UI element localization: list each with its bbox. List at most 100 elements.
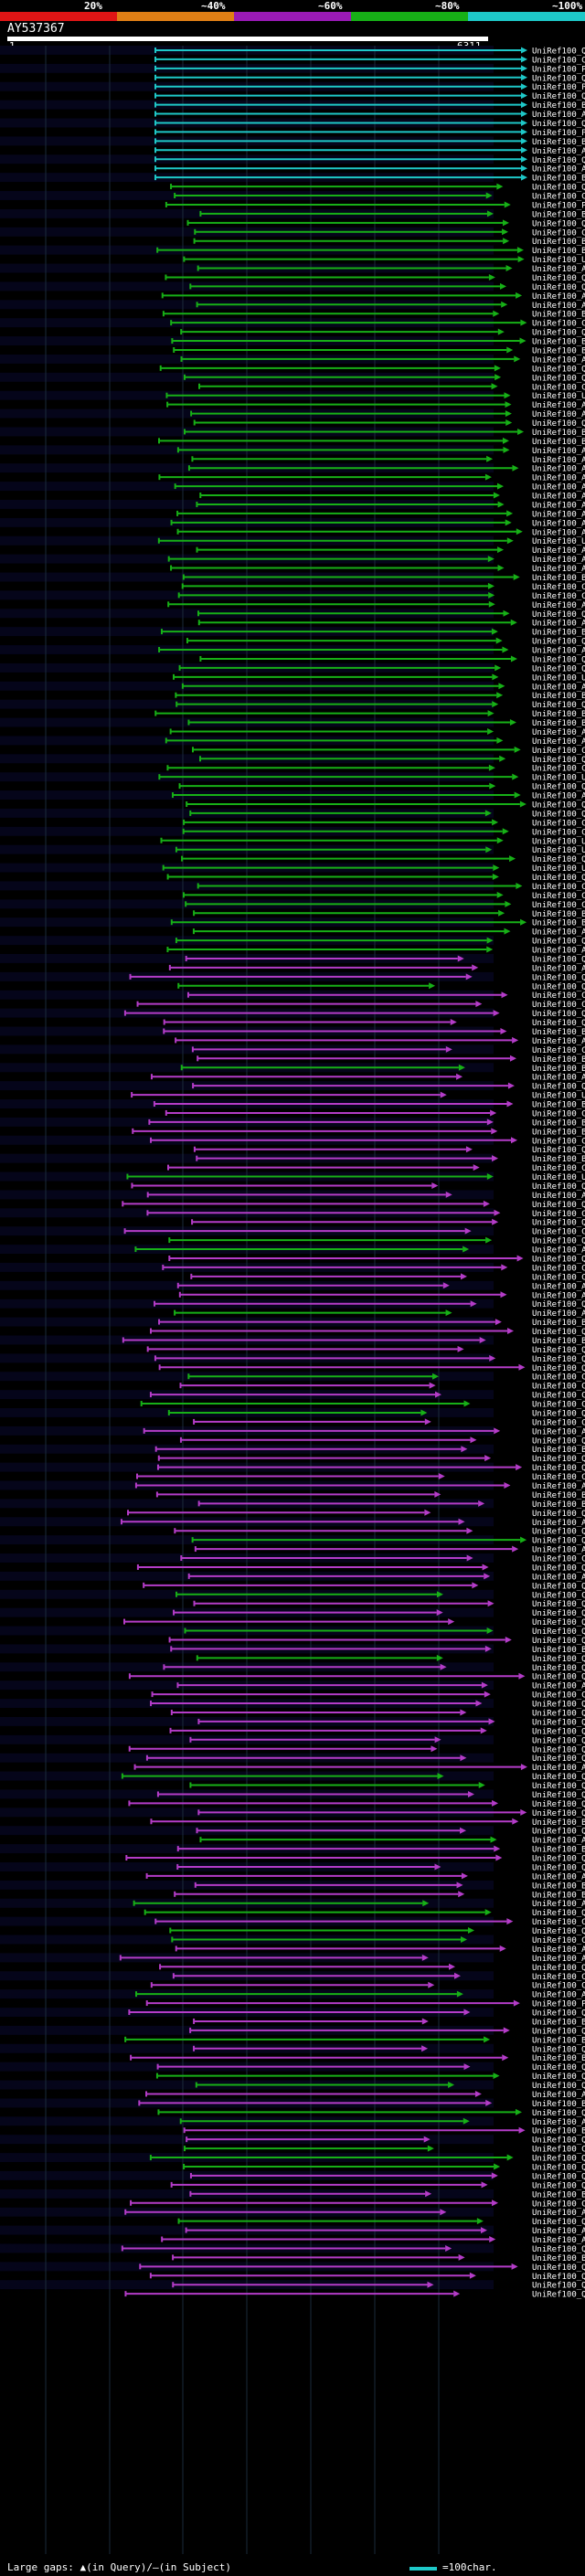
hit-name-link[interactable]: UniRef100_C8Q5J0 <box>532 765 585 774</box>
hit-name-link[interactable]: UniRef100_Q23304 <box>532 1010 585 1019</box>
hit-name-link[interactable]: UniRef100_Q6NWN8 <box>532 1627 585 1637</box>
hit-name-link[interactable]: UniRef100_Q6NWK5 <box>532 2245 585 2254</box>
hit-name-link[interactable]: UniRef100_C0PZ37 <box>532 1001 585 1010</box>
hit-name-link[interactable]: UniRef100_Q6NWN0 <box>532 1300 585 1309</box>
hit-name-link[interactable]: UniRef100_B5U823 <box>532 138 585 147</box>
hit-name-link[interactable]: UniRef100_Q6NWE5 <box>532 2136 585 2146</box>
hit-name-link[interactable]: UniRef100_Q6NW15 <box>532 1237 585 1246</box>
hit-name-link[interactable]: UniRef100_C7YWT7 <box>532 901 585 910</box>
hit-name-link[interactable]: UniRef100_Q6NWN5 <box>532 1201 585 1210</box>
hit-name-link[interactable]: UniRef100_A7QR54 <box>532 493 585 502</box>
hit-name-link[interactable]: UniRef100_B6TVD0 <box>532 338 585 347</box>
hit-name-link[interactable]: UniRef100_C3Q8X0 <box>532 1273 585 1282</box>
hit-name-link[interactable]: UniRef100_Q6NWJ7 <box>532 1564 585 1573</box>
hit-name-link[interactable]: UniRef100_Q42965 <box>532 365 585 374</box>
hit-name-link[interactable]: UniRef100_A9T597 <box>532 565 585 574</box>
hit-name-link[interactable]: UniRef100_A7TFM1 <box>532 620 585 629</box>
hit-name-link[interactable]: UniRef100_P32961 <box>532 65 585 74</box>
hit-name-link[interactable]: UniRef100_B1XQE7 <box>532 2100 585 2109</box>
hit-name-link[interactable]: UniRef100_Q5EG01 <box>532 2172 585 2181</box>
hit-name-link[interactable]: UniRef100_Q06828 <box>532 274 585 283</box>
hit-name-link[interactable]: UniRef100_B0CDY2 <box>532 2190 585 2200</box>
hit-name-link[interactable]: UniRef100_Q6NWP7 <box>532 1655 585 1664</box>
hit-name-link[interactable]: UniRef100_B9KSN1 <box>532 2054 585 2063</box>
hit-name-link[interactable]: UniRef100_B3EJ49 <box>532 1337 585 1346</box>
hit-name-link[interactable]: UniRef100_A7QR70 <box>532 474 585 483</box>
hit-name-link[interactable]: UniRef100_A2QLJ2 <box>532 2227 585 2236</box>
hit-name-link[interactable]: UniRef100_Q127K6 <box>532 1537 585 1546</box>
hit-name-link[interactable]: UniRef100_B3MAZ6 <box>532 1646 585 1655</box>
hit-name-link[interactable]: UniRef100_A8NVF1 <box>532 1246 585 1256</box>
hit-name-link[interactable]: UniRef100_A7QR58 <box>532 465 585 474</box>
hit-name-link[interactable]: UniRef100_A6ZVB3 <box>532 1291 585 1300</box>
hit-name-link[interactable]: UniRef100_Q6NWP2 <box>532 2027 585 2036</box>
hit-name-link[interactable]: UniRef100_A0K4N0 <box>532 964 585 973</box>
hit-name-link[interactable]: UniRef100_C6C4P7 <box>532 747 585 756</box>
hit-name-link[interactable]: UniRef100_B4FSE7 <box>532 346 585 355</box>
hit-name-link[interactable]: UniRef100_Q89PT3 <box>532 664 585 673</box>
hit-name-link[interactable]: UniRef100_Q4KCL8 <box>532 810 585 819</box>
hit-name-link[interactable]: UniRef100_C5PXX7 <box>532 1691 585 1701</box>
hit-name-link[interactable]: UniRef100_Q6NWL7 <box>532 1863 585 1872</box>
hit-name-link[interactable]: UniRef100_A8FQL4 <box>532 1482 585 1491</box>
hit-name-link[interactable]: UniRef100_UP1000... <box>532 774 585 783</box>
hit-name-link[interactable]: UniRef100_A7QGZ5 <box>532 401 585 410</box>
hit-name-link[interactable]: UniRef100_UP1000... <box>532 846 585 855</box>
hit-name-link[interactable]: UniRef100_B9HB93 <box>532 1118 585 1128</box>
hit-name-link[interactable]: UniRef100_Q9T601 <box>532 938 585 947</box>
hit-name-link[interactable]: UniRef100_C7QJS9 <box>532 1210 585 1219</box>
hit-name-link[interactable]: UniRef100_Q6NWN3 <box>532 1255 585 1264</box>
hit-name-link[interactable]: UniRef100_B5J4T4 <box>532 1500 585 1510</box>
hit-name-link[interactable]: UniRef100_Q6NWP9 <box>532 1718 585 1727</box>
hit-name-link[interactable]: UniRef100_C5RYV4 <box>532 1046 585 1055</box>
hit-name-link[interactable]: UniRef100_Q1V2T2 <box>532 1409 585 1418</box>
hit-name-link[interactable]: UniRef100_B9SCY7 <box>532 238 585 247</box>
hit-name-link[interactable]: UniRef100_Q6H849 <box>532 283 585 292</box>
hit-name-link[interactable]: UniRef100_C4CS03 <box>532 1109 585 1118</box>
hit-name-link[interactable]: UniRef100_C1H1J5 <box>532 1982 585 1991</box>
hit-name-link[interactable]: UniRef100_Q6NWM4 <box>532 1736 585 1745</box>
hit-name-link[interactable]: UniRef100_A7QFZ9 <box>532 410 585 419</box>
hit-name-link[interactable]: UniRef100_A0KYI5 <box>532 1546 585 1555</box>
hit-name-link[interactable]: UniRef100_B3QYE7 <box>532 710 585 719</box>
hit-name-link[interactable]: UniRef100_C2BVC12 <box>532 1936 585 1945</box>
hit-name-link[interactable]: UniRef100_Q39JH5 <box>532 955 585 964</box>
hit-name-link[interactable]: UniRef100_Q6NWT9 <box>532 1782 585 1791</box>
hit-name-link[interactable]: UniRef100_A9T599 <box>532 546 585 556</box>
hit-name-link[interactable]: UniRef100_A4R7D5 <box>532 1764 585 1773</box>
hit-name-link[interactable]: UniRef100_Q8XPK3 <box>532 855 585 864</box>
hit-name-link[interactable]: UniRef100_Q6NWQ9 <box>532 1582 585 1591</box>
hit-name-link[interactable]: UniRef100_A7SF04 <box>532 647 585 656</box>
hit-name-link[interactable]: UniRef100_Q94JL5 <box>532 156 585 165</box>
hit-name-link[interactable]: UniRef100_Q8LFU8 <box>532 47 585 56</box>
hit-name-link[interactable]: UniRef100_A6TQ03 <box>532 728 585 737</box>
hit-name-link[interactable]: UniRef100_Q6NWL1 <box>532 1528 585 1537</box>
hit-name-link[interactable]: UniRef100_B1JVW9 <box>532 1028 585 1037</box>
hit-name-link[interactable]: UniRef100_Q04907 <box>532 92 585 101</box>
hit-name-link[interactable]: UniRef100_Q9Q523 <box>532 1083 585 1092</box>
hit-name-link[interactable]: UniRef100_Q6NWL6 <box>532 1464 585 1473</box>
hit-name-link[interactable]: UniRef100_C5YCH6 <box>532 1473 585 1482</box>
hit-name-link[interactable]: UniRef100_Q42966 <box>532 374 585 383</box>
hit-name-link[interactable]: UniRef100_Q6NWM0 <box>532 1637 585 1646</box>
hit-name-link[interactable]: UniRef100_C4Y4W2 <box>532 1228 585 1237</box>
hit-name-link[interactable]: UniRef100_Q6NWR9 <box>532 2291 585 2300</box>
hit-name-link[interactable]: UniRef100_Q6NWQ8 <box>532 1773 585 1782</box>
hit-name-link[interactable]: UniRef100_UP1000... <box>532 837 585 846</box>
hit-name-link[interactable]: UniRef100_A7QR62 <box>532 528 585 537</box>
hit-name-link[interactable]: UniRef100_Q28G27 <box>532 1146 585 1155</box>
hit-name-link[interactable]: UniRef100_A3QYW4 <box>532 165 585 175</box>
hit-name-link[interactable]: UniRef100_Q6NWM2 <box>532 1709 585 1718</box>
hit-name-link[interactable]: UniRef100_Q6NWR3 <box>532 1855 585 1864</box>
hit-name-link[interactable]: UniRef100_Q5S949 <box>532 1909 585 1918</box>
hit-name-link[interactable]: UniRef100_A6VY89 <box>532 792 585 801</box>
hit-name-link[interactable]: UniRef100_Q6YDN1 <box>532 329 585 338</box>
hit-name-link[interactable]: UniRef100_A1QEY9 <box>532 2236 585 2245</box>
hit-name-link[interactable]: UniRef100_C3M5F5 <box>532 1373 585 1383</box>
hit-name-link[interactable]: UniRef100_A9ANS7 <box>532 1074 585 1083</box>
hit-name-link[interactable]: UniRef100_C7JIM6 <box>532 2200 585 2209</box>
hit-name-link[interactable]: UniRef100_A7QR59 <box>532 501 585 510</box>
hit-name-link[interactable]: UniRef100_A4J8S1 <box>532 1945 585 1955</box>
hit-name-link[interactable]: UniRef100_C6JGA3 <box>532 1383 585 1392</box>
hit-name-link[interactable]: UniRef100_A4UUP2 <box>532 601 585 610</box>
